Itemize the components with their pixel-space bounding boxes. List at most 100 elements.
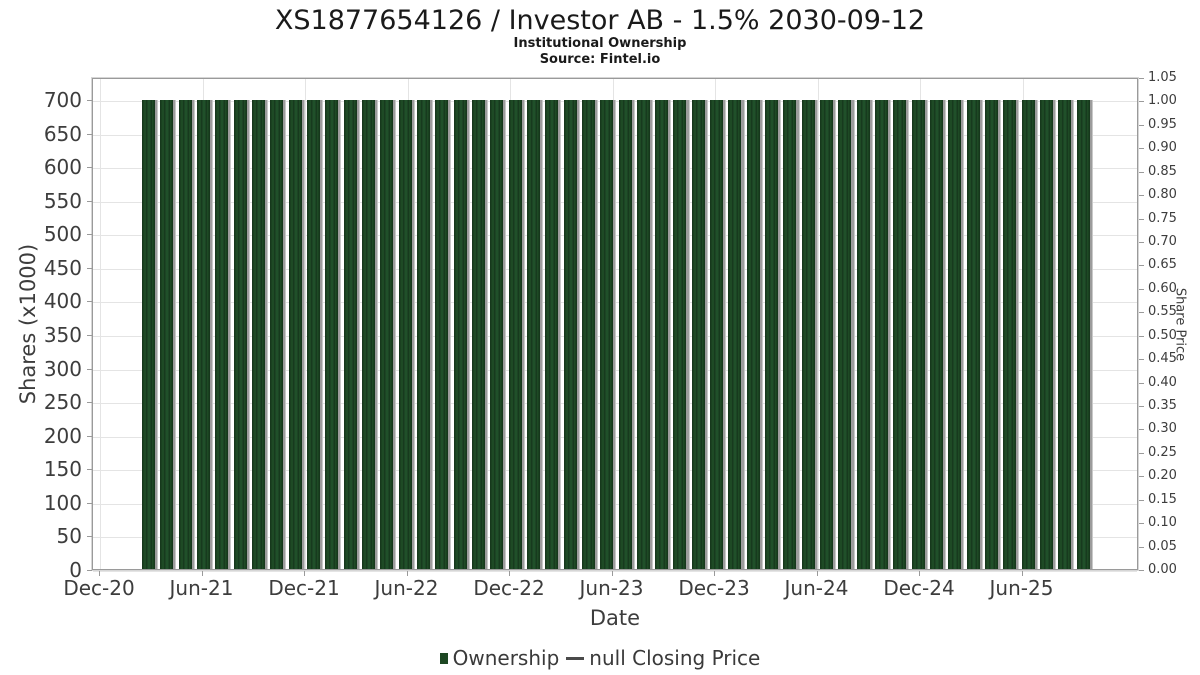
ownership-bar[interactable] — [911, 100, 925, 569]
y-axis-left-label: Shares (x1000) — [16, 243, 40, 405]
ownership-bar[interactable] — [655, 100, 669, 569]
ownership-bar[interactable] — [966, 100, 980, 569]
chart-source: Source: Fintel.io — [539, 52, 661, 67]
ownership-bar-shadow — [264, 100, 269, 569]
ownership-bar[interactable] — [233, 100, 247, 569]
ownership-swatch-icon — [439, 652, 448, 664]
plot-area — [91, 77, 1139, 572]
y-right-tick-label: 0.05 — [1148, 538, 1177, 554]
ownership-bar[interactable] — [728, 100, 742, 569]
ownership-bar-shadow — [301, 100, 305, 569]
ownership-bar-shadow — [356, 100, 360, 569]
ownership-bar[interactable] — [325, 100, 339, 569]
y-right-tick-label: 0.95 — [1148, 116, 1177, 132]
ownership-bar[interactable] — [142, 100, 155, 569]
ownership-bar[interactable] — [380, 100, 394, 569]
ownership-bar-shadow — [942, 100, 947, 569]
y-right-tick-mark — [1139, 312, 1144, 314]
ownership-bar-shadow — [466, 100, 470, 569]
y-left-tick-label: 100 — [43, 490, 82, 515]
ownership-bar[interactable] — [673, 100, 687, 569]
y-right-tick-mark — [1139, 171, 1144, 173]
ownership-bar[interactable] — [361, 100, 375, 569]
ownership-bar[interactable] — [691, 100, 705, 569]
ownership-bar[interactable] — [563, 100, 577, 569]
ownership-bar[interactable] — [270, 100, 284, 569]
ownership-bar[interactable] — [893, 100, 907, 569]
ownership-bar[interactable] — [618, 100, 632, 569]
y-right-tick-mark — [1139, 78, 1144, 79]
ownership-bar[interactable] — [1076, 100, 1090, 569]
y-left-tick-label: 200 — [43, 423, 82, 448]
ownership-bar-shadow — [997, 100, 1002, 569]
ownership-bar[interactable] — [746, 100, 760, 569]
x-tick-label: Jun-24 — [784, 576, 849, 600]
ownership-bar[interactable] — [1021, 100, 1035, 569]
ownership-bar[interactable] — [160, 100, 174, 569]
ownership-bar[interactable] — [178, 100, 192, 569]
ownership-bar-shadow — [154, 100, 159, 569]
y-right-tick-label: 0.10 — [1148, 515, 1177, 531]
ownership-bar[interactable] — [398, 100, 412, 569]
x-tick-mark — [611, 571, 613, 576]
ownership-bar[interactable] — [196, 100, 210, 569]
ownership-bar-shadow — [667, 100, 672, 569]
ownership-bar-shadow — [557, 100, 562, 569]
ownership-bar-shadow — [1052, 100, 1057, 569]
ownership-bar-shadow — [924, 100, 928, 569]
x-tick-label: Dec-21 — [268, 576, 340, 600]
x-tick-label: Jun-21 — [169, 576, 234, 600]
ownership-bar[interactable] — [471, 100, 485, 569]
ownership-bar[interactable] — [820, 100, 834, 569]
ownership-bar[interactable] — [343, 100, 357, 569]
ownership-bar[interactable] — [306, 100, 320, 569]
ownership-bar[interactable] — [545, 100, 559, 569]
y-left-tick-mark — [87, 435, 92, 437]
ownership-bar[interactable] — [453, 100, 467, 569]
ownership-bar[interactable] — [508, 100, 522, 569]
ownership-bar-shadow — [191, 100, 195, 569]
ownership-bar[interactable] — [1003, 100, 1017, 569]
ownership-bar[interactable] — [490, 100, 504, 569]
y-right-tick-label: 0.90 — [1148, 140, 1177, 156]
ownership-bar-shadow — [722, 100, 727, 569]
y-right-tick-mark — [1139, 476, 1144, 478]
ownership-bar[interactable] — [985, 100, 999, 569]
ownership-bar[interactable] — [416, 100, 430, 569]
ownership-bar-shadow — [392, 100, 397, 569]
ownership-bar-shadow — [795, 100, 800, 569]
ownership-bar[interactable] — [930, 100, 944, 569]
ownership-bar-shadow — [1015, 100, 1020, 569]
ownership-bar-shadow — [539, 100, 543, 569]
ownership-bar[interactable] — [838, 100, 852, 569]
ownership-bar[interactable] — [581, 100, 595, 569]
ownership-bar-shadow — [209, 100, 214, 569]
y-left-tick-label: 350 — [43, 323, 82, 347]
x-tick-mark — [509, 571, 510, 576]
ownership-bar[interactable] — [856, 100, 870, 569]
y-right-tick-mark — [1139, 359, 1144, 361]
ownership-bar[interactable] — [600, 100, 614, 569]
ownership-bar[interactable] — [765, 100, 779, 569]
ownership-bar[interactable] — [1040, 100, 1054, 569]
x-tick-label: Jun-23 — [579, 576, 644, 600]
ownership-bar[interactable] — [875, 100, 889, 569]
ownership-bar[interactable] — [251, 100, 265, 569]
ownership-bar-shadow — [704, 100, 708, 569]
legend-item-closing-price[interactable]: null Closing Price — [566, 646, 760, 670]
ownership-bar[interactable] — [215, 100, 229, 569]
ownership-bar[interactable] — [783, 100, 797, 569]
ownership-bar[interactable] — [710, 100, 724, 569]
ownership-bar[interactable] — [526, 100, 540, 569]
ownership-bar[interactable] — [948, 100, 962, 569]
ownership-bar[interactable] — [288, 100, 302, 569]
y-left-tick-mark — [87, 133, 92, 135]
ownership-bar[interactable] — [1058, 100, 1072, 569]
ownership-bar[interactable] — [801, 100, 815, 569]
ownership-bar-shadow — [521, 100, 525, 569]
y-left-tick-mark — [87, 469, 92, 471]
x-tick-mark — [1021, 571, 1023, 576]
ownership-bar[interactable] — [636, 100, 650, 569]
ownership-bar[interactable] — [435, 100, 449, 569]
legend-item-ownership[interactable]: Ownership — [439, 646, 559, 670]
